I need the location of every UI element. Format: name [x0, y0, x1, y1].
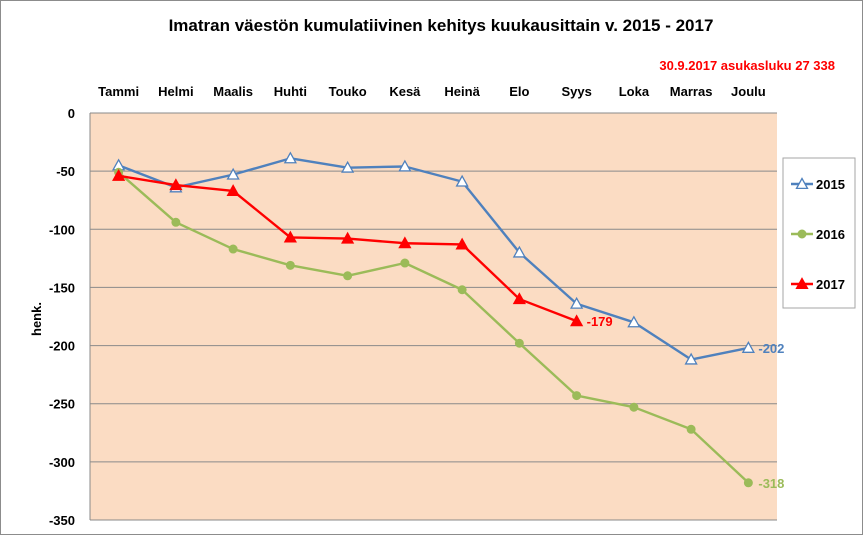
- data-point-marker: [400, 258, 410, 268]
- data-point-marker: [283, 151, 297, 164]
- y-tick-label: 0: [68, 106, 75, 121]
- series-2016: -318: [114, 167, 784, 491]
- category-label: Loka: [619, 84, 650, 99]
- category-label: Helmi: [158, 84, 193, 99]
- legend-label: 2016: [816, 227, 845, 242]
- data-point-marker: [169, 178, 183, 191]
- category-label: Elo: [509, 84, 529, 99]
- series-group: -202 -318 -179: [112, 151, 784, 491]
- data-point-marker: [455, 237, 469, 250]
- legend-label: 2015: [816, 177, 845, 192]
- data-point-marker: [283, 230, 297, 243]
- category-label: Syys: [561, 84, 591, 99]
- data-point-marker: [795, 277, 809, 290]
- series-2017: -179: [112, 168, 613, 329]
- category-label: Tammi: [98, 84, 139, 99]
- data-point-marker: [285, 260, 295, 270]
- y-tick-label: -50: [56, 164, 75, 179]
- chart-title: Imatran väestön kumulatiivinen kehitys k…: [169, 16, 714, 35]
- y-tick-label: -100: [49, 222, 75, 237]
- data-point-marker: [226, 184, 240, 196]
- data-point-marker: [341, 231, 355, 244]
- data-point-marker: [341, 160, 355, 173]
- y-tick-label: -150: [49, 280, 75, 295]
- data-point-marker: [112, 168, 126, 181]
- legend-label: 2017: [816, 277, 845, 292]
- y-tick-label: -350: [49, 513, 75, 528]
- series-2015: -202: [112, 151, 784, 365]
- data-point-marker: [686, 424, 696, 434]
- y-axis-label: henk.: [29, 302, 44, 336]
- data-point-marker: [171, 217, 181, 227]
- legend: 2015 2016 2017: [791, 177, 845, 292]
- series-line: [117, 171, 750, 484]
- data-point-marker: [743, 478, 753, 488]
- data-point-marker: [457, 285, 467, 295]
- end-value-label: -202: [758, 341, 784, 356]
- y-tick-label: -250: [49, 397, 75, 412]
- data-point-marker: [572, 391, 582, 401]
- data-point-marker: [512, 245, 526, 258]
- y-tick-label: -300: [49, 455, 75, 470]
- data-point-marker: [398, 236, 412, 249]
- category-label: Marras: [670, 84, 713, 99]
- data-point-marker: [228, 244, 238, 254]
- series-line: [118, 157, 749, 361]
- category-label: Heinä: [444, 84, 480, 99]
- category-label: Kesä: [389, 84, 421, 99]
- category-label: Joulu: [731, 84, 766, 99]
- data-point-marker: [741, 341, 755, 353]
- gridlines: [89, 112, 777, 521]
- data-point-marker: [797, 229, 807, 239]
- data-point-marker: [684, 352, 698, 365]
- data-point-marker: [398, 159, 412, 172]
- data-point-marker: [455, 174, 469, 187]
- y-tick-label: -200: [49, 339, 75, 354]
- category-label: Touko: [329, 84, 367, 99]
- data-point-marker: [226, 167, 240, 180]
- category-label: Huhti: [274, 84, 307, 99]
- data-point-marker: [343, 271, 353, 281]
- category-labels: Tammi Helmi Maalis Huhti Touko Kesä Heinä Elo Sy…: [98, 84, 766, 99]
- end-value-label: -318: [758, 476, 784, 491]
- chart-subtitle: 30.9.2017 asukasluku 27 338: [659, 58, 835, 73]
- data-point-marker: [570, 296, 584, 309]
- end-value-label: -179: [587, 314, 613, 329]
- data-point-marker: [795, 177, 809, 190]
- data-point-marker: [627, 315, 641, 328]
- data-point-marker: [512, 292, 526, 305]
- data-point-marker: [514, 338, 524, 348]
- y-axis-ticks: 0 -50 -100 -150 -200 -250 -300 -350: [49, 106, 75, 528]
- data-point-marker: [629, 402, 639, 412]
- data-point-marker: [570, 314, 584, 327]
- category-label: Maalis: [213, 84, 253, 99]
